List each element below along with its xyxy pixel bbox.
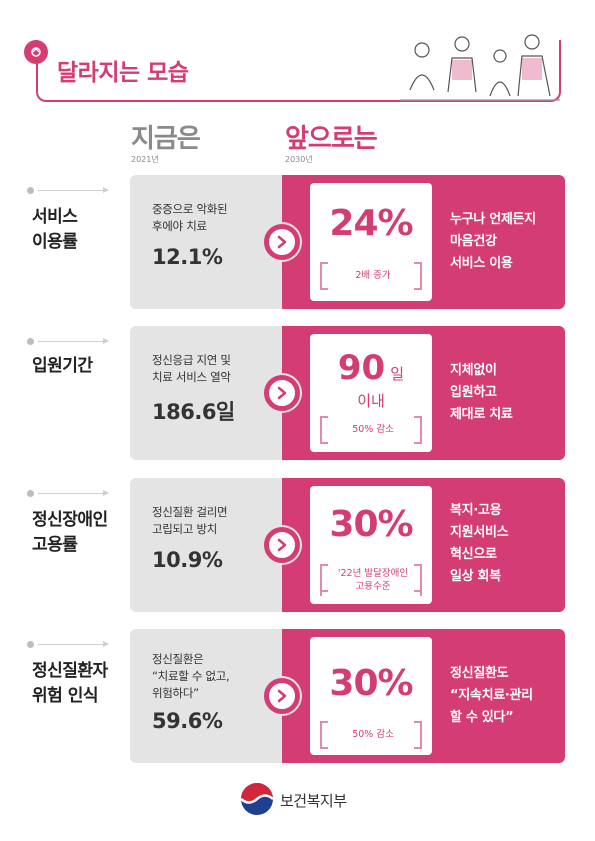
now-value: 186.6일 — [152, 400, 235, 424]
future-note-bracket: '22년 발달장애인 고용수준 — [320, 564, 422, 596]
now-description: 정신응급 지연 및 치료 서비스 열악 — [152, 353, 231, 384]
future-description: 복지·고용 지원서비스 혁신으로 일상 회복 — [450, 503, 509, 584]
header-frame — [36, 40, 561, 102]
future-note: '22년 발달장애인 고용수준 — [337, 568, 409, 592]
ministry-name: 보건복지부 — [280, 792, 347, 810]
future-note-bracket: 50% 감소 — [320, 416, 422, 444]
row-connector-line — [38, 644, 108, 645]
future-panel: 24% 2배 증가 누구나 언제든지 마음건강 서비스 이용 — [282, 175, 565, 309]
now-panel: 중증으로 악화된 후에야 치료 12.1% — [130, 175, 282, 309]
now-value: 59.6% — [152, 709, 223, 733]
row-dot — [27, 641, 34, 648]
now-description: 정신질환은 “치료할 수 없고, 위험하다” — [152, 652, 230, 700]
government-logo-icon — [240, 783, 274, 815]
comparison-row: 입원기간 정신응급 지연 및 치료 서비스 열악 186.6일 90 일 이내 … — [0, 326, 595, 460]
row-connector-line — [38, 493, 108, 494]
future-description: 정신질환도 “지속치료·관리 할 수 있다” — [450, 666, 533, 725]
future-card: 90 일 이내 50% 감소 — [310, 334, 432, 452]
row-connector-arrow — [103, 490, 109, 496]
chevron-right-icon — [264, 678, 300, 714]
future-panel: 30% '22년 발달장애인 고용수준 복지·고용 지원서비스 혁신으로 일상 … — [282, 478, 565, 612]
row-dot — [27, 338, 34, 345]
column-future-title: 앞으로는 — [285, 124, 378, 154]
row-dot — [27, 187, 34, 194]
future-card: 30% 50% 감소 — [310, 637, 432, 755]
future-unit: 일 — [390, 365, 405, 383]
row-label: 정신질환자 위험 인식 — [32, 661, 108, 706]
now-value: 10.9% — [152, 548, 223, 572]
future-note-bracket: 2배 증가 — [320, 262, 422, 290]
future-note-bracket: 50% 감소 — [320, 721, 422, 749]
future-panel: 30% 50% 감소 정신질환도 “지속치료·관리 할 수 있다” — [282, 629, 565, 763]
row-label: 입원기간 — [32, 356, 93, 376]
now-description: 중증으로 악화된 후에야 치료 — [152, 202, 228, 233]
row-connector-line — [38, 190, 108, 191]
row-connector-line — [38, 341, 108, 342]
row-label: 서비스 이용률 — [32, 207, 78, 252]
page-title: 달라지는 모습 — [57, 60, 189, 86]
row-connector-arrow — [103, 641, 109, 647]
future-note: 50% 감소 — [352, 424, 394, 435]
comparison-row: 정신장애인 고용률 정신질환 걸리면 고립되고 방치 10.9% 30% '22… — [0, 478, 595, 612]
future-card: 30% '22년 발달장애인 고용수준 — [310, 486, 432, 604]
chevron-right-icon — [264, 375, 300, 411]
row-dot — [27, 490, 34, 497]
chevron-right-icon — [264, 527, 300, 563]
future-note: 2배 증가 — [355, 270, 391, 281]
people-illustration — [400, 34, 560, 101]
now-description: 정신질환 걸리면 고립되고 방치 — [152, 505, 228, 536]
future-panel: 90 일 이내 50% 감소 지체없이 입원하고 제대로 치료 — [282, 326, 565, 460]
column-now-year: 2021년 — [131, 155, 159, 164]
future-sub: 이내 — [357, 392, 385, 410]
comparison-row: 서비스 이용률 중증으로 악화된 후에야 치료 12.1% 24% 2배 증가 … — [0, 175, 595, 309]
chevron-right-icon — [264, 224, 300, 260]
now-value: 12.1% — [152, 245, 223, 269]
now-panel: 정신응급 지연 및 치료 서비스 열악 186.6일 — [130, 326, 282, 460]
now-panel: 정신질환 걸리면 고립되고 방치 10.9% — [130, 478, 282, 612]
future-number-group: 90 일 — [310, 348, 432, 388]
future-note: 50% 감소 — [352, 729, 394, 740]
now-panel: 정신질환은 “치료할 수 없고, 위험하다” 59.6% — [130, 629, 282, 763]
future-number: 30% — [329, 504, 413, 545]
future-number: 90 — [337, 348, 386, 388]
emblem-icon — [24, 40, 48, 64]
future-number: 30% — [329, 663, 413, 704]
comparison-row: 정신질환자 위험 인식 정신질환은 “치료할 수 없고, 위험하다” 59.6%… — [0, 629, 595, 763]
row-connector-arrow — [103, 187, 109, 193]
column-now-title: 지금은 — [131, 124, 201, 154]
future-description: 지체없이 입원하고 제대로 치료 — [450, 363, 513, 422]
future-card: 24% 2배 증가 — [310, 183, 432, 301]
column-future-year: 2030년 — [285, 155, 313, 164]
future-description: 누구나 언제든지 마음건강 서비스 이용 — [450, 212, 536, 271]
future-number: 24% — [329, 203, 413, 244]
row-label: 정신장애인 고용률 — [32, 510, 108, 555]
row-connector-arrow — [103, 338, 109, 344]
